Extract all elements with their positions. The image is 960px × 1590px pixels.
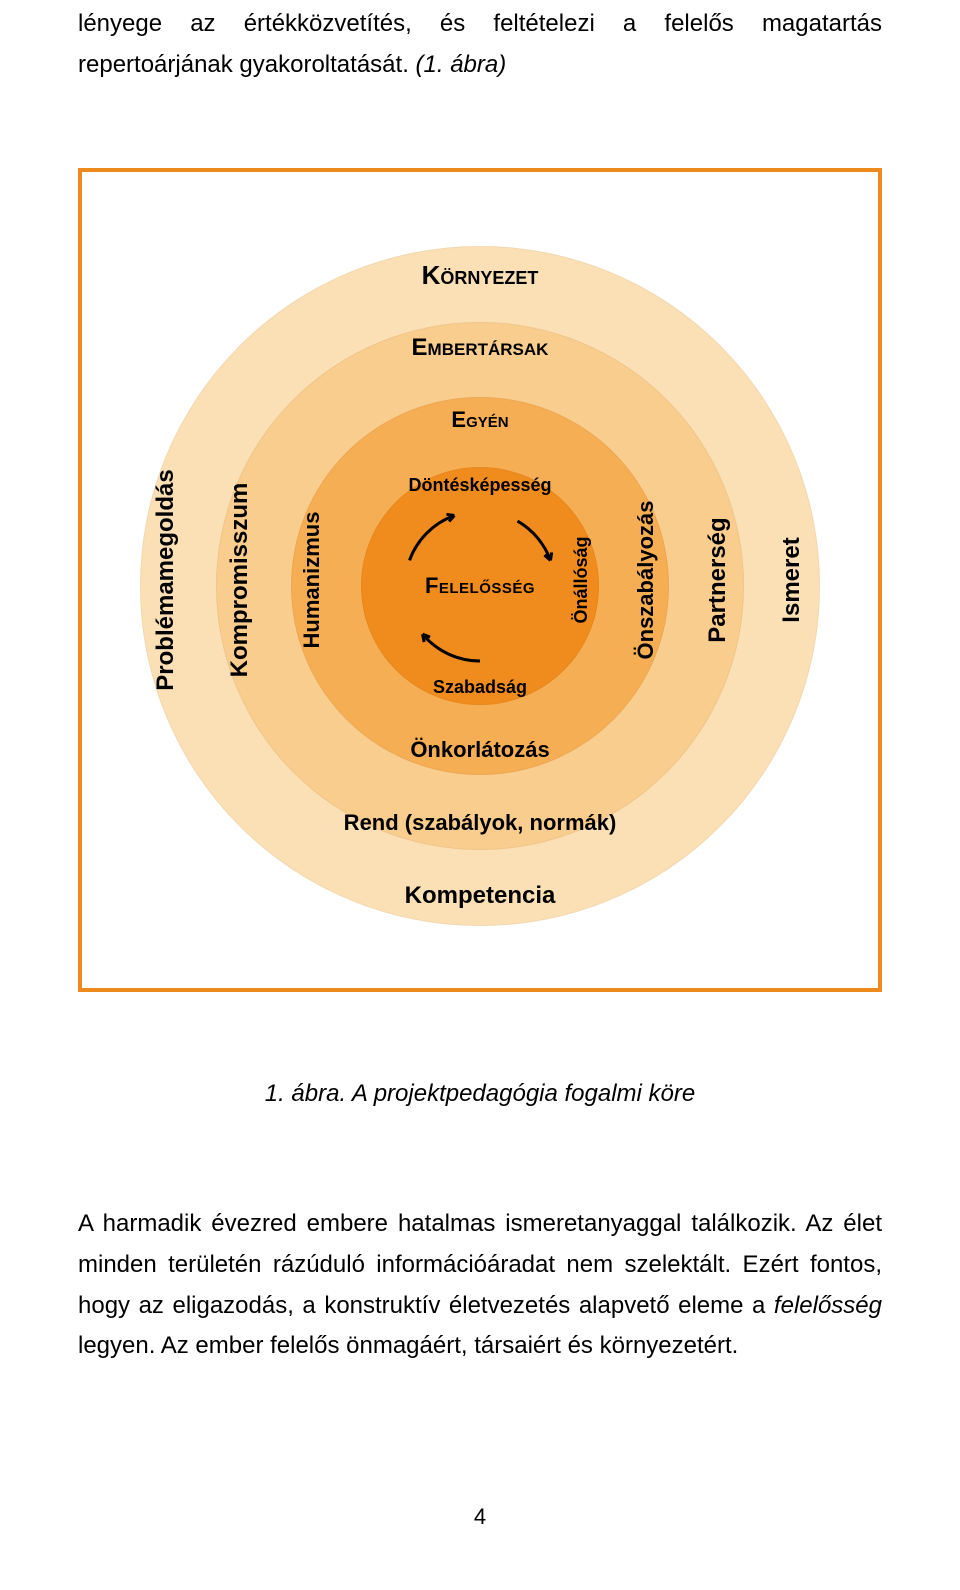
page-number: 4 xyxy=(474,1504,486,1530)
figure-caption: 1. ábra. A projektpedagógia fogalmi köre xyxy=(78,1080,882,1108)
emphasis-felelosseg: felelősség xyxy=(774,1292,882,1319)
figure-frame: KörnyezetKompetenciaProblémamegoldásIsme… xyxy=(78,168,882,992)
figure-reference: (1. ábra) xyxy=(416,51,507,78)
body-paragraph: A harmadik évezred embere hatalmas ismer… xyxy=(78,1204,882,1367)
intro-paragraph: lényege az értékközvetítés, és feltétele… xyxy=(78,4,882,86)
inner-arrows xyxy=(82,172,878,988)
concentric-diagram: KörnyezetKompetenciaProblémamegoldásIsme… xyxy=(82,172,878,988)
